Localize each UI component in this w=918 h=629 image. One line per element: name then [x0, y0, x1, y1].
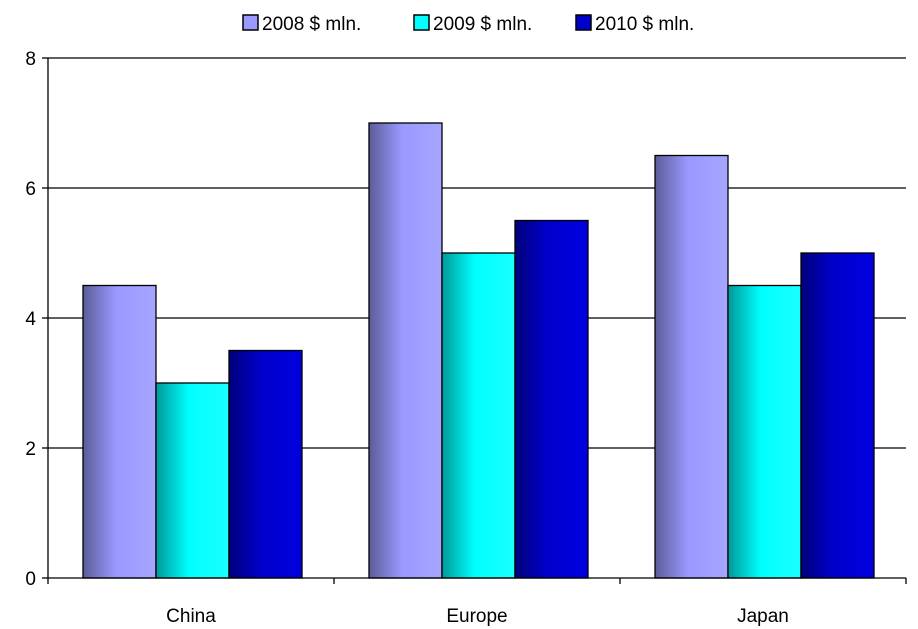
axes	[42, 57, 907, 584]
y-tick-label-4: 4	[25, 309, 36, 330]
bar-japan-2	[800, 252, 875, 579]
bar-japan-0	[654, 154, 729, 579]
bar-europe-1	[441, 252, 516, 579]
y-tick-labels: 0 2 4 6 8	[25, 49, 36, 590]
legend-item-2008: 2008 $ mln.	[242, 14, 361, 35]
bar-china-1	[155, 382, 230, 579]
bar-europe-2	[514, 219, 589, 579]
legend-swatch-2009	[413, 14, 430, 31]
y-tick-label-6: 6	[25, 179, 36, 200]
y-tick-label-8: 8	[25, 49, 36, 70]
legend-item-2009: 2009 $ mln.	[413, 14, 532, 35]
legend-swatch-2010	[575, 14, 592, 31]
x-tick-label-japan: Japan	[737, 606, 789, 627]
y-tick-label-2: 2	[25, 439, 36, 460]
bar-europe-0	[368, 122, 443, 579]
legend: 2008 $ mln. 2009 $ mln. 2010 $ mln.	[242, 14, 694, 35]
x-tick-label-china: China	[166, 606, 216, 627]
legend-label-2010: 2010 $ mln.	[595, 14, 694, 35]
y-tick-label-0: 0	[25, 569, 36, 590]
bar-japan-1	[727, 284, 802, 579]
bar-china-2	[228, 349, 303, 579]
legend-label-2008: 2008 $ mln.	[262, 14, 361, 35]
x-tick-label-europe: Europe	[446, 606, 507, 627]
x-tick-labels: China Europe Japan	[166, 606, 789, 627]
bar-china-0	[82, 284, 157, 579]
bars	[82, 122, 875, 579]
legend-item-2010: 2010 $ mln.	[575, 14, 694, 35]
legend-label-2009: 2009 $ mln.	[433, 14, 532, 35]
legend-swatch-2008	[242, 14, 259, 31]
